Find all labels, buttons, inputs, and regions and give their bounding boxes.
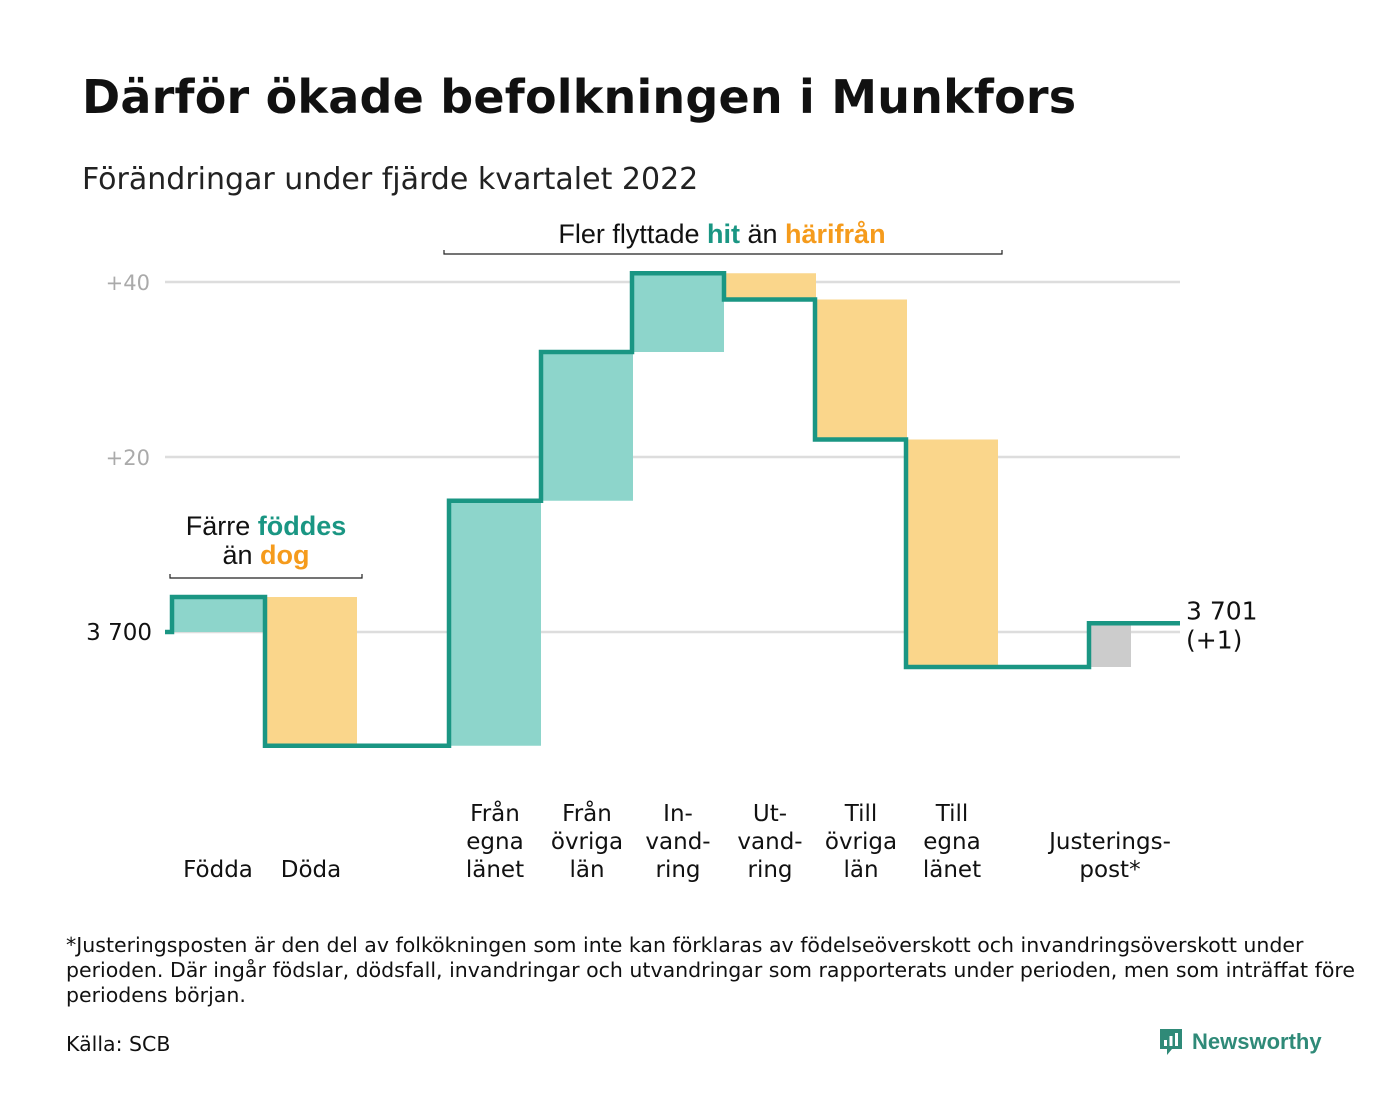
category-label: Till: [844, 801, 878, 827]
annotation-part: föddes: [258, 511, 347, 541]
annotation-bracket: [169, 574, 363, 579]
category-label: ring: [655, 857, 700, 883]
annotation-text: Färre föddes: [186, 511, 347, 541]
waterfall-bar: [724, 273, 816, 300]
annotation-text: än dog: [222, 540, 309, 570]
category-label: Ut-: [753, 801, 787, 827]
category-label: övriga: [551, 829, 623, 855]
y-tick-label: +40: [106, 271, 150, 295]
category-label: post*: [1079, 857, 1140, 883]
annotation-part: hit: [707, 219, 740, 249]
category-label: In-: [663, 801, 693, 827]
waterfall-bar: [172, 597, 264, 632]
running-total-path: [165, 271, 1180, 748]
annotation-text: Fler flyttade hit än härifrån: [558, 219, 885, 249]
annotation-part: Fler flyttade: [558, 219, 707, 249]
annotation-bracket: [443, 250, 1003, 255]
annotation-part: än: [740, 219, 785, 249]
category-label: Från: [562, 799, 612, 827]
brand: Newsworthy: [1158, 1027, 1322, 1057]
category-label: länet: [466, 857, 524, 883]
brand-name: Newsworthy: [1192, 1029, 1322, 1054]
waterfall-bar: [1089, 623, 1131, 667]
annotation-part: Färre: [186, 511, 258, 541]
category-label: länet: [923, 857, 981, 883]
end-change-label: (+1): [1186, 625, 1242, 654]
annotation-part: härifrån: [785, 219, 886, 249]
category-label: län: [843, 857, 878, 883]
waterfall-bar: [906, 439, 998, 667]
category-label: Döda: [281, 857, 341, 883]
category-label: Från: [470, 799, 520, 827]
annotation-part: dog: [260, 540, 309, 570]
waterfall-bar: [449, 500, 541, 746]
category-label: ring: [747, 857, 792, 883]
running-total-line: [165, 271, 1180, 748]
footnote: *Justeringsposten är den del av folkökni…: [66, 933, 1355, 1007]
waterfall-bar: [815, 299, 907, 440]
bars: [172, 273, 1131, 746]
waterfall-bar: [541, 352, 633, 501]
source-credit: Källa: SCB: [66, 1032, 171, 1056]
category-label: län: [569, 857, 604, 883]
category-label: övriga: [825, 829, 897, 855]
category-label: vand-: [737, 829, 802, 855]
category-label: egna: [923, 829, 980, 855]
category-label: Justerings-: [1047, 829, 1171, 855]
annotation-part: än: [222, 540, 260, 570]
category-label: egna: [466, 829, 523, 855]
end-value-label: 3 701: [1186, 596, 1258, 625]
y-tick-label: +20: [106, 446, 150, 470]
newsworthy-logo-icon: [1160, 1029, 1182, 1055]
start-value-label: 3 700: [86, 620, 152, 646]
category-label: Födda: [183, 857, 253, 883]
waterfall-bar: [265, 597, 357, 746]
chart-title: Därför ökade befolkningen i Munkfors: [82, 70, 1077, 124]
waterfall-bar: [632, 273, 724, 352]
chart-subtitle: Förändringar under fjärde kvartalet 2022: [82, 162, 699, 197]
category-label: vand-: [645, 829, 710, 855]
category-label: Till: [935, 801, 969, 827]
